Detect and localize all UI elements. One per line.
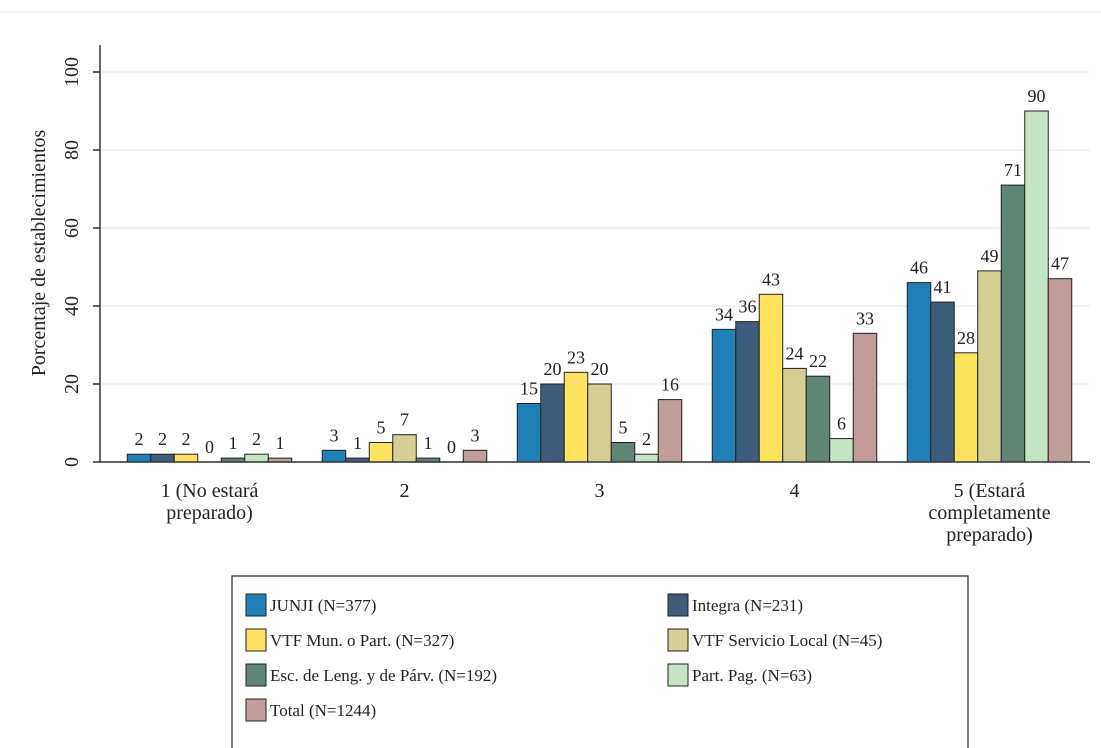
bar (150, 453, 175, 463)
data-label: 22 (809, 351, 827, 371)
bar (906, 282, 932, 463)
bar (563, 371, 589, 463)
bar (126, 453, 152, 463)
data-label: 41 (934, 277, 952, 297)
y-tick-label: 60 (61, 218, 83, 238)
data-label: 28 (957, 328, 975, 348)
legend-label: Part. Pag. (N=63) (692, 666, 812, 685)
bar (1047, 278, 1073, 463)
data-label: 20 (591, 359, 609, 379)
bar (368, 442, 394, 463)
bar (1000, 184, 1026, 463)
legend-swatch (245, 628, 267, 652)
legend-label: Esc. de Leng. y de Párv. (N=192) (270, 666, 497, 685)
data-label: 43 (762, 269, 780, 289)
data-label: 2 (158, 429, 167, 449)
bar (321, 449, 347, 463)
data-label: 47 (1051, 254, 1069, 274)
data-label: 34 (715, 304, 733, 324)
bar (805, 375, 831, 463)
x-tick-label: 2 (399, 480, 410, 502)
legend-label: VTF Servicio Local (N=45) (692, 631, 882, 650)
data-label: 16 (661, 375, 679, 395)
data-label: 23 (567, 347, 585, 367)
data-label: 5 (377, 418, 386, 438)
legend-box (231, 575, 969, 748)
bar (1024, 110, 1049, 463)
x-tick-label: 4 (789, 480, 800, 502)
legend-label: Integra (N=231) (692, 596, 803, 615)
bar (829, 438, 854, 463)
data-label: 3 (471, 425, 480, 445)
legend-label: JUNJI (N=377) (270, 596, 376, 615)
data-label: 2 (642, 429, 651, 449)
data-label: 90 (1028, 86, 1046, 106)
data-label: 0 (447, 437, 456, 457)
bar (930, 301, 955, 463)
data-label: 2 (252, 429, 261, 449)
bar (782, 367, 807, 463)
bar (657, 399, 683, 463)
bar (173, 453, 199, 463)
data-label: 1 (353, 433, 362, 453)
legend-swatch (667, 593, 689, 617)
data-label: 1 (424, 433, 433, 453)
data-label: 2 (135, 429, 144, 449)
legend-label: VTF Mun. o Part. (N=327) (270, 631, 454, 650)
data-label: 2 (182, 429, 191, 449)
bar (634, 453, 659, 463)
legend-label: Total (N=1244) (270, 701, 376, 720)
bar (540, 383, 565, 463)
y-axis-label: Porcentaje de establecimientos (28, 130, 50, 377)
y-tick-label: 80 (61, 140, 83, 160)
data-label: 49 (981, 246, 999, 266)
data-label: 20 (544, 359, 562, 379)
legend-swatch (245, 698, 267, 722)
data-label: 71 (1004, 160, 1022, 180)
x-tick-label: 3 (594, 480, 605, 502)
legend-swatch (245, 663, 267, 687)
data-label: 7 (400, 410, 409, 430)
data-label: 24 (786, 343, 804, 363)
data-label: 0 (205, 437, 214, 457)
bar (711, 328, 737, 463)
data-label: 46 (910, 258, 928, 278)
y-tick-label: 0 (61, 457, 83, 467)
x-tick-label: 1 (No estará preparado) (160, 480, 259, 524)
data-label: 5 (619, 418, 628, 438)
data-label: 3 (330, 425, 339, 445)
data-label: 6 (837, 414, 846, 434)
legend-swatch (667, 628, 689, 652)
x-tick-label: 5 (Estará completamente preparado) (928, 480, 1051, 546)
legend-swatch (245, 593, 267, 617)
bar (735, 321, 760, 463)
bar (587, 383, 612, 463)
legend-swatch (667, 663, 689, 687)
bar (977, 270, 1002, 463)
bar (758, 293, 784, 463)
data-label: 33 (856, 308, 874, 328)
data-label: 1 (276, 433, 285, 453)
bar (610, 442, 636, 463)
bar (244, 453, 269, 463)
bar (516, 403, 542, 463)
bar (852, 332, 878, 463)
bar (953, 352, 979, 463)
bar (392, 434, 417, 463)
y-tick-label: 100 (61, 57, 83, 87)
data-label: 36 (739, 297, 757, 317)
data-label: 1 (229, 433, 238, 453)
y-tick-label: 20 (61, 374, 83, 394)
bar (462, 449, 488, 463)
data-label: 15 (520, 379, 538, 399)
y-tick-label: 40 (61, 296, 83, 316)
